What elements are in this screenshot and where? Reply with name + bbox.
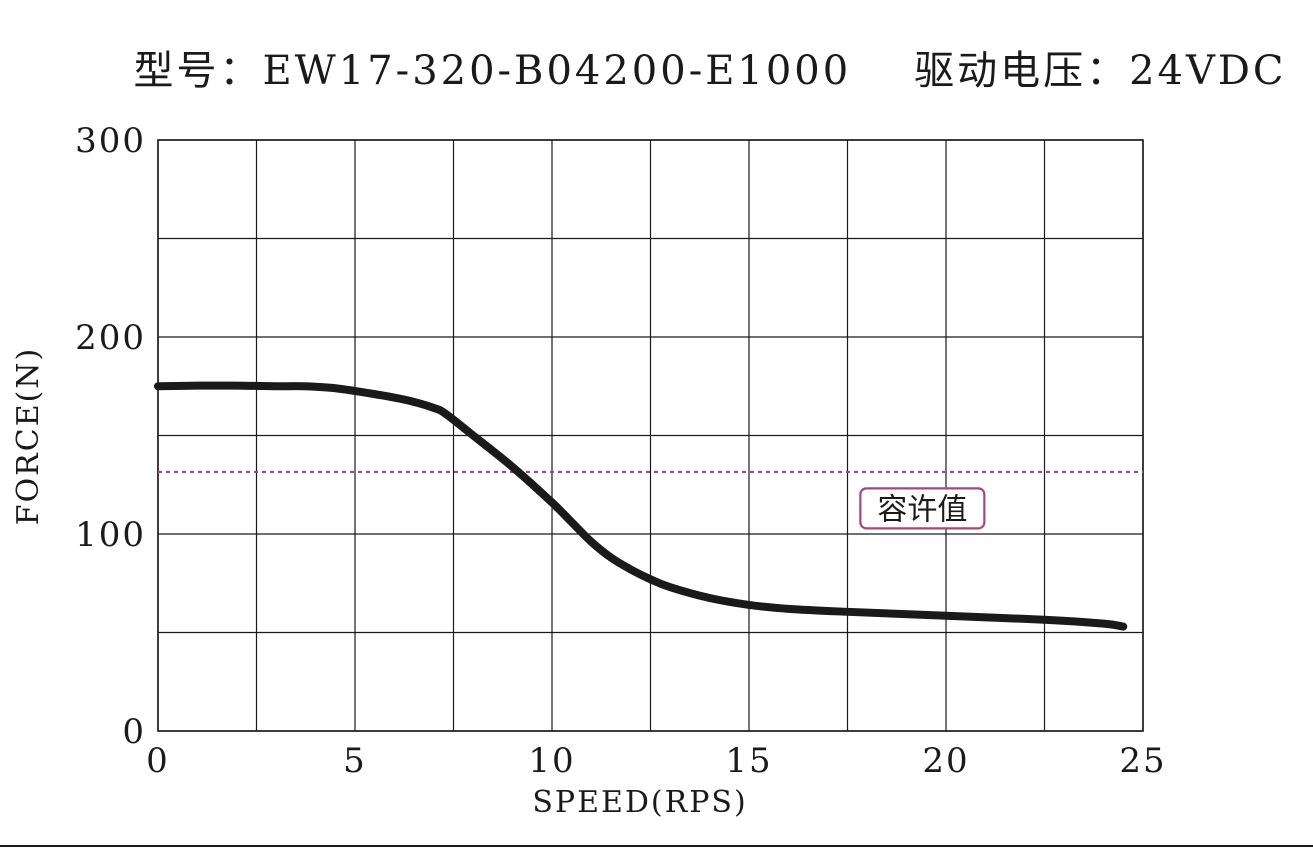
x-tick-label: 10 <box>528 741 575 781</box>
y-axis-label: FORCE(N) <box>11 347 46 526</box>
x-tick-label: 0 <box>146 741 170 781</box>
y-tick-label: 0 <box>122 712 146 752</box>
y-tick-labels: 0 100 200 300 <box>75 121 146 752</box>
annotation-label: 容许值 <box>877 492 967 527</box>
x-tick-label: 20 <box>922 741 969 781</box>
y-tick-label: 100 <box>75 515 146 555</box>
series-layer <box>154 381 1128 631</box>
plot-frame <box>157 139 1144 732</box>
grid <box>157 139 1144 732</box>
chart-title: 型号：EW17-320-B04200-E1000 驱动电压：24VDC <box>133 48 1286 94</box>
y-tick-label: 300 <box>75 121 146 161</box>
annotation-box <box>859 487 986 530</box>
x-tick-label: 5 <box>343 741 367 781</box>
annotation-layer: 容许值 <box>859 487 986 530</box>
x-axis-label: SPEED(RPS) <box>532 785 747 820</box>
x-tick-labels: 0 5 10 15 20 25 <box>146 741 1166 781</box>
y-tick-label: 200 <box>75 318 146 358</box>
x-tick-label: 25 <box>1119 741 1166 781</box>
plot-border <box>157 139 1144 732</box>
force-curve-line <box>154 381 1128 631</box>
x-tick-label: 15 <box>725 741 772 781</box>
